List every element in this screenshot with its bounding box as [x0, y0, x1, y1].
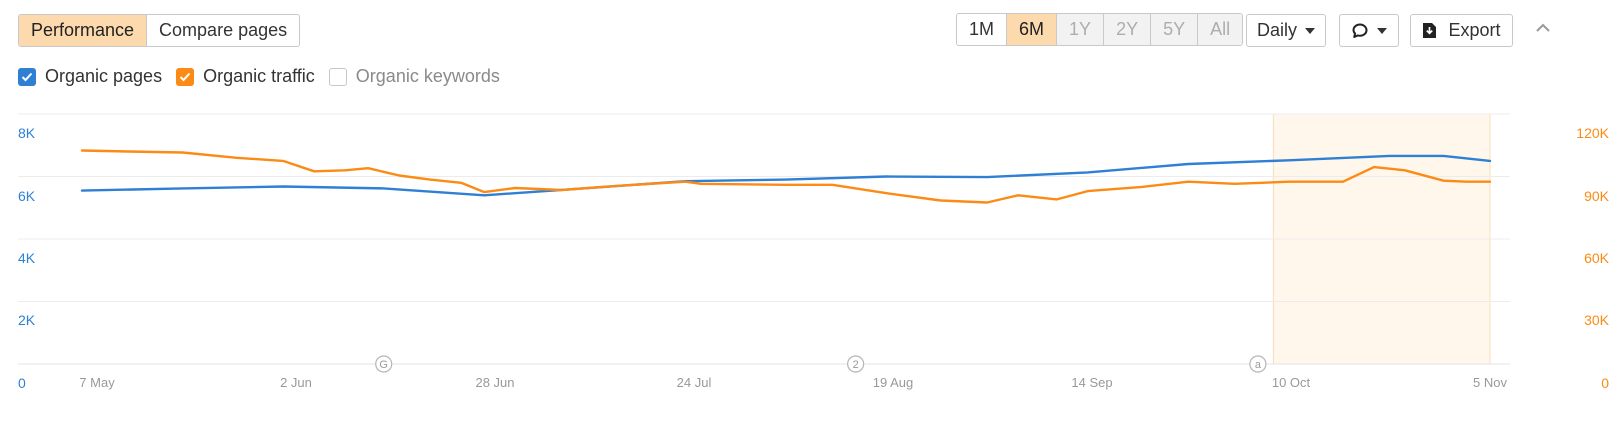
- x-tick: 14 Sep: [1071, 375, 1113, 390]
- checkbox-unchecked-icon[interactable]: [328, 67, 347, 86]
- series-line-organic-pages: [80, 154, 1492, 197]
- x-tick: 7 May: [79, 375, 115, 390]
- x-tick: 5 Nov: [1473, 375, 1507, 390]
- range-2y[interactable]: 2Y: [1104, 14, 1152, 45]
- chevron-down-icon: [1305, 27, 1315, 34]
- legend-organic-pages[interactable]: Organic pages: [18, 66, 162, 87]
- range-5y[interactable]: 5Y: [1151, 14, 1199, 45]
- event-marker: [847, 355, 865, 373]
- tab-compare-pages[interactable]: Compare pages: [159, 20, 288, 40]
- event-marker-label: a: [1255, 359, 1262, 371]
- range-1y[interactable]: 1Y: [1057, 14, 1105, 45]
- interval-label: Daily: [1256, 20, 1297, 40]
- y-right-tick: 60K: [1584, 250, 1609, 266]
- y-right-tick: 120K: [1576, 125, 1609, 141]
- event-marker: [375, 355, 393, 373]
- x-tick: 2 Jun: [280, 375, 312, 390]
- tab-performance[interactable]: Performance: [19, 15, 148, 46]
- download-icon: [1423, 23, 1437, 38]
- y-right-tick: 0: [1601, 375, 1609, 391]
- view-tabs: Performance Compare pages: [18, 14, 301, 47]
- event-marker-label: G: [379, 359, 388, 371]
- y-right-tick: 90K: [1584, 188, 1609, 204]
- checkbox-checked-icon[interactable]: [176, 67, 195, 86]
- checkbox-checked-icon[interactable]: [18, 67, 36, 86]
- y-left-tick: 8K: [18, 125, 36, 141]
- export-button[interactable]: Export: [1410, 14, 1513, 47]
- y-left-tick: 2K: [18, 312, 36, 328]
- chart-legend: Organic pages Organic traffic Organic ke…: [18, 66, 514, 87]
- legend-label: Organic keywords: [355, 66, 500, 86]
- range-selector: 1M 6M 1Y 2Y 5Y All: [956, 13, 1244, 46]
- range-6m[interactable]: 6M: [1007, 14, 1058, 45]
- series-line-organic-traffic: [80, 149, 1492, 204]
- event-marker-label: 2: [853, 359, 859, 371]
- x-tick: 19 Aug: [872, 375, 914, 390]
- legend-organic-keywords[interactable]: Organic keywords: [328, 66, 500, 87]
- range-1m[interactable]: 1M: [957, 14, 1008, 45]
- legend-label: Organic pages: [45, 66, 163, 86]
- x-tick: 24 Jul: [676, 375, 712, 390]
- export-label: Export: [1448, 20, 1501, 40]
- y-left-tick: 6K: [18, 188, 36, 204]
- y-left-tick: 4K: [18, 250, 36, 266]
- y-left-tick: 0: [18, 375, 26, 391]
- interval-dropdown[interactable]: Daily: [1246, 14, 1326, 47]
- annotations-dropdown[interactable]: [1339, 14, 1399, 47]
- speech-bubble-icon: [1352, 23, 1368, 38]
- chevron-up-icon[interactable]: [1535, 22, 1551, 34]
- event-marker: [1249, 355, 1267, 373]
- range-all[interactable]: All: [1198, 14, 1243, 45]
- legend-label: Organic traffic: [203, 66, 315, 86]
- x-tick: 10 Oct: [1271, 375, 1311, 390]
- chevron-down-icon: [1377, 27, 1387, 34]
- y-right-tick: 30K: [1584, 312, 1609, 328]
- legend-organic-traffic[interactable]: Organic traffic: [176, 66, 315, 87]
- x-tick: 28 Jun: [475, 375, 515, 390]
